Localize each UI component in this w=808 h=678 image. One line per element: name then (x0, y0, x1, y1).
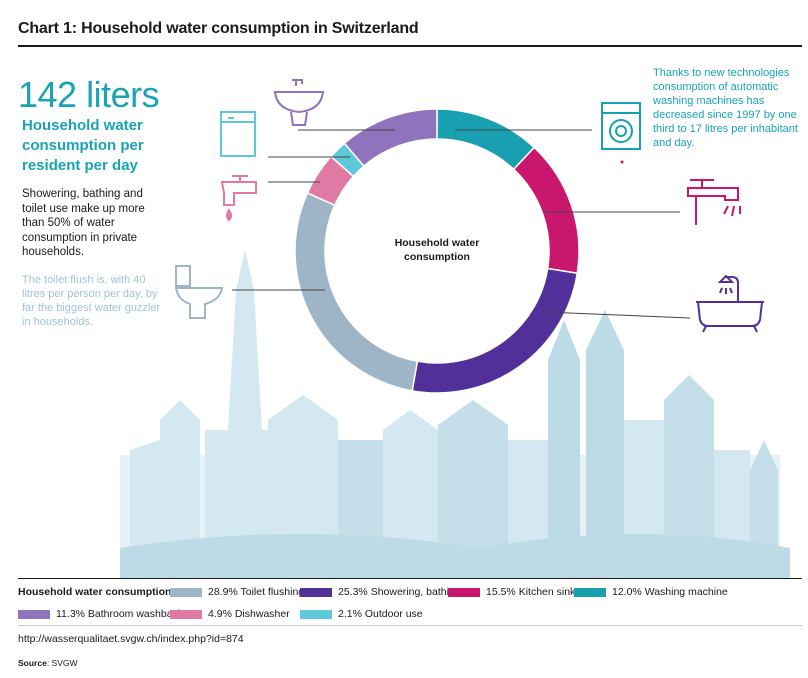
donut-center-label-line2: consumption (404, 251, 470, 263)
legend-label: 4.9% Dishwasher (208, 608, 290, 620)
legend-label: 25.3% Showering, bathing (338, 586, 461, 598)
legend-divider-top (18, 578, 802, 579)
legend-swatch (170, 609, 202, 619)
outdoor-tap-icon (220, 175, 257, 222)
legend-label: 11.3% Bathroom washbasin (56, 608, 186, 620)
source-credit: Source: SVGW (18, 658, 78, 668)
title-divider (18, 45, 802, 47)
washing-machine-dot-icon (620, 160, 624, 164)
leader-line-showering (544, 311, 691, 319)
source-label: Source (18, 658, 47, 668)
legend-swatch (170, 587, 202, 597)
legend-item-washing-machine: 12.0% Washing machine (574, 586, 728, 598)
source-value: : SVGW (46, 658, 78, 668)
donut-chart (294, 108, 580, 394)
washing-machine-note: Thanks to new technologies consumption o… (653, 67, 798, 149)
bathtub-icon (696, 274, 764, 333)
legend-divider-bottom (18, 625, 802, 626)
legend-item-showering: 25.3% Showering, bathing (300, 586, 461, 598)
washbasin-icon (273, 79, 325, 126)
intro-paragraph: Showering, bathing and toilet use make u… (22, 188, 145, 258)
headline-subtitle: Household water consumption per resident… (22, 117, 144, 174)
legend-swatch (574, 587, 606, 597)
toilet-note-paragraph: The toilet flush is, with 40 litres per … (22, 274, 161, 328)
legend-swatch (18, 609, 50, 619)
city-skyline-illustration (120, 250, 790, 578)
legend-swatch (300, 587, 332, 597)
legend-label: 12.0% Washing machine (612, 586, 728, 598)
legend-heading: Household water consumption: (18, 586, 175, 598)
legend-label: 2.1% Outdoor use (338, 608, 423, 620)
toilet-icon (174, 265, 224, 319)
legend-label: 28.9% Toilet flushing (208, 586, 305, 598)
legend-swatch (448, 587, 480, 597)
legend-item-washbasin: 11.3% Bathroom washbasin (18, 608, 186, 620)
donut-center-label-line1: Household water (395, 237, 480, 249)
chart-canvas: Household water consumption (120, 79, 790, 578)
source-url-link[interactable]: http://wasserqualitaet.svgw.ch/index.php… (18, 633, 244, 645)
donut-slice-bathroom-washbasin (343, 108, 438, 168)
washing-machine-icon (601, 102, 641, 150)
legend-item-outdoor: 2.1% Outdoor use (300, 608, 423, 620)
legend-label: 15.5% Kitchen sink (486, 586, 576, 598)
legend-item-toilet: 28.9% Toilet flushing (170, 586, 304, 598)
dishwasher-icon (220, 111, 256, 157)
kitchen-faucet-icon (687, 179, 741, 225)
headline-number: 142 liters (18, 74, 160, 115)
leader-lines (232, 129, 691, 319)
legend-item-kitchen-sink: 15.5% Kitchen sink (448, 586, 575, 598)
legend-swatch (300, 609, 332, 619)
legend-item-dishwasher: 4.9% Dishwasher (170, 608, 290, 620)
chart-title: Chart 1: Household water consumption in … (18, 20, 419, 37)
donut-hole (325, 139, 549, 363)
